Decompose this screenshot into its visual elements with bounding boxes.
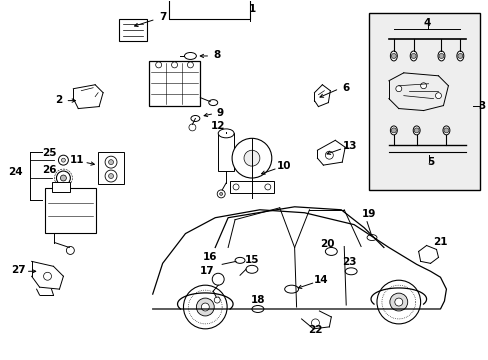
Bar xyxy=(148,61,200,105)
Circle shape xyxy=(457,54,462,58)
Circle shape xyxy=(183,285,226,329)
Circle shape xyxy=(61,158,65,162)
Text: 4: 4 xyxy=(423,18,430,28)
Text: 3: 3 xyxy=(478,100,485,111)
Circle shape xyxy=(410,54,415,58)
Text: 13: 13 xyxy=(342,141,357,151)
Circle shape xyxy=(390,54,395,58)
Circle shape xyxy=(219,192,222,195)
Circle shape xyxy=(420,83,426,89)
Ellipse shape xyxy=(345,268,356,275)
Ellipse shape xyxy=(437,51,444,61)
Text: 12: 12 xyxy=(210,121,225,131)
Circle shape xyxy=(188,124,196,131)
Ellipse shape xyxy=(245,265,257,273)
Ellipse shape xyxy=(284,285,298,293)
Text: 21: 21 xyxy=(432,237,447,247)
Text: 7: 7 xyxy=(159,12,166,22)
Circle shape xyxy=(105,170,117,182)
Ellipse shape xyxy=(190,116,200,121)
Text: 5: 5 xyxy=(426,157,433,167)
Bar xyxy=(218,133,234,171)
Circle shape xyxy=(171,62,177,68)
Circle shape xyxy=(438,54,443,58)
Circle shape xyxy=(264,184,270,190)
Circle shape xyxy=(61,175,66,181)
Circle shape xyxy=(395,86,401,92)
Text: 2: 2 xyxy=(55,95,62,105)
Circle shape xyxy=(394,298,402,306)
Text: 23: 23 xyxy=(341,257,356,267)
Ellipse shape xyxy=(208,100,217,105)
Circle shape xyxy=(214,297,220,303)
Circle shape xyxy=(233,184,239,190)
Ellipse shape xyxy=(412,126,419,135)
Ellipse shape xyxy=(389,51,396,61)
Circle shape xyxy=(59,155,68,165)
Circle shape xyxy=(443,128,448,133)
Circle shape xyxy=(435,93,441,99)
Circle shape xyxy=(376,280,420,324)
Text: 22: 22 xyxy=(307,325,322,335)
Text: 10: 10 xyxy=(276,161,290,171)
Circle shape xyxy=(413,128,418,133)
Circle shape xyxy=(390,128,395,133)
Text: 1: 1 xyxy=(248,4,255,14)
Text: 11: 11 xyxy=(70,155,84,165)
Text: 15: 15 xyxy=(244,255,259,265)
Ellipse shape xyxy=(389,126,396,135)
Text: 20: 20 xyxy=(320,239,334,248)
Circle shape xyxy=(212,273,224,285)
Text: 18: 18 xyxy=(250,295,264,305)
Circle shape xyxy=(232,138,271,178)
Circle shape xyxy=(311,319,319,327)
Circle shape xyxy=(244,150,259,166)
Bar xyxy=(119,19,146,41)
Text: 6: 6 xyxy=(342,83,349,93)
Bar xyxy=(98,152,123,184)
Circle shape xyxy=(56,171,70,185)
Circle shape xyxy=(105,156,117,168)
Circle shape xyxy=(325,151,333,159)
Text: 24: 24 xyxy=(8,167,23,177)
Circle shape xyxy=(43,272,51,280)
Ellipse shape xyxy=(251,306,264,312)
Circle shape xyxy=(201,303,209,311)
Bar xyxy=(368,13,479,190)
Text: 19: 19 xyxy=(361,209,375,219)
Text: 16: 16 xyxy=(203,252,217,262)
Circle shape xyxy=(108,174,113,179)
Ellipse shape xyxy=(184,53,196,59)
Bar xyxy=(52,182,70,192)
Bar xyxy=(44,188,96,233)
Ellipse shape xyxy=(456,51,463,61)
Text: 26: 26 xyxy=(42,165,57,175)
Text: 14: 14 xyxy=(313,275,328,285)
Circle shape xyxy=(108,159,113,165)
Circle shape xyxy=(155,62,162,68)
Ellipse shape xyxy=(409,51,416,61)
Text: 8: 8 xyxy=(213,50,221,60)
Ellipse shape xyxy=(325,247,337,255)
Bar xyxy=(230,181,273,193)
Ellipse shape xyxy=(235,257,244,264)
Text: 17: 17 xyxy=(200,266,214,276)
Circle shape xyxy=(66,247,74,255)
Text: 25: 25 xyxy=(42,148,57,158)
Bar xyxy=(168,0,249,19)
Ellipse shape xyxy=(366,235,376,240)
Ellipse shape xyxy=(218,129,234,138)
Ellipse shape xyxy=(442,126,449,135)
Circle shape xyxy=(187,62,193,68)
Circle shape xyxy=(217,190,224,198)
Circle shape xyxy=(196,298,214,316)
Text: 27: 27 xyxy=(11,265,26,275)
Circle shape xyxy=(389,293,407,311)
Text: 9: 9 xyxy=(216,108,224,117)
